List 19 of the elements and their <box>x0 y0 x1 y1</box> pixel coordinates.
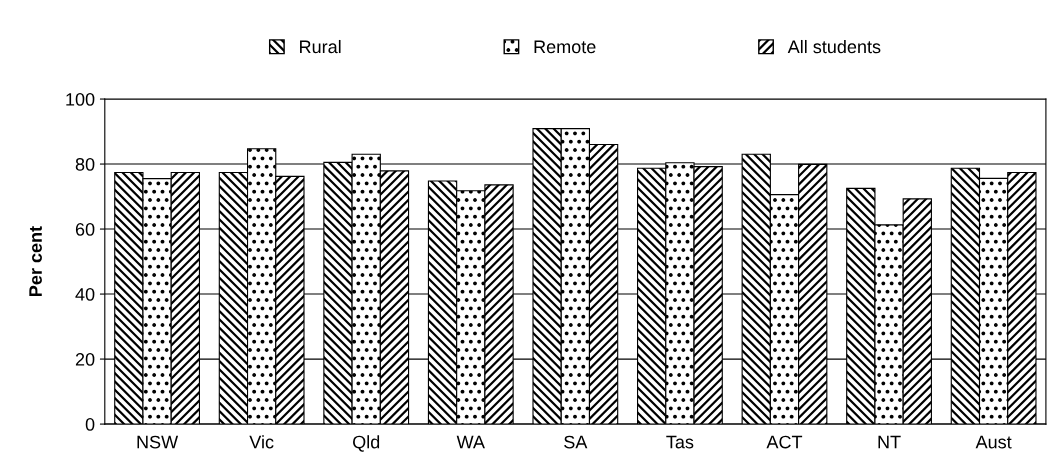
x-tick-label: SA <box>564 435 588 449</box>
x-tick-label: WA <box>456 435 485 449</box>
legend-label: All students <box>787 39 881 54</box>
x-tick-label: Tas <box>666 435 694 449</box>
legend-label: Remote <box>534 40 596 54</box>
y-tick-label: 100 <box>66 92 95 106</box>
x-tick-label: NSW <box>137 435 179 449</box>
y-tick-label: 40 <box>75 288 95 301</box>
x-tick-label: Qld <box>353 435 380 452</box>
x-tick-label: ACT <box>766 435 803 449</box>
x-tick-label: Vic <box>249 435 274 449</box>
x-tick-label: Aust <box>975 435 1012 449</box>
y-tick-label: 0 <box>85 418 95 431</box>
y-tick-label: 80 <box>75 157 95 171</box>
y-tick-label: 20 <box>75 353 95 366</box>
y-axis-title: Per cent <box>29 226 42 296</box>
y-tick-label: 60 <box>75 222 95 236</box>
x-tick-label: NT <box>878 435 901 449</box>
legend-label: Rural <box>300 39 341 54</box>
